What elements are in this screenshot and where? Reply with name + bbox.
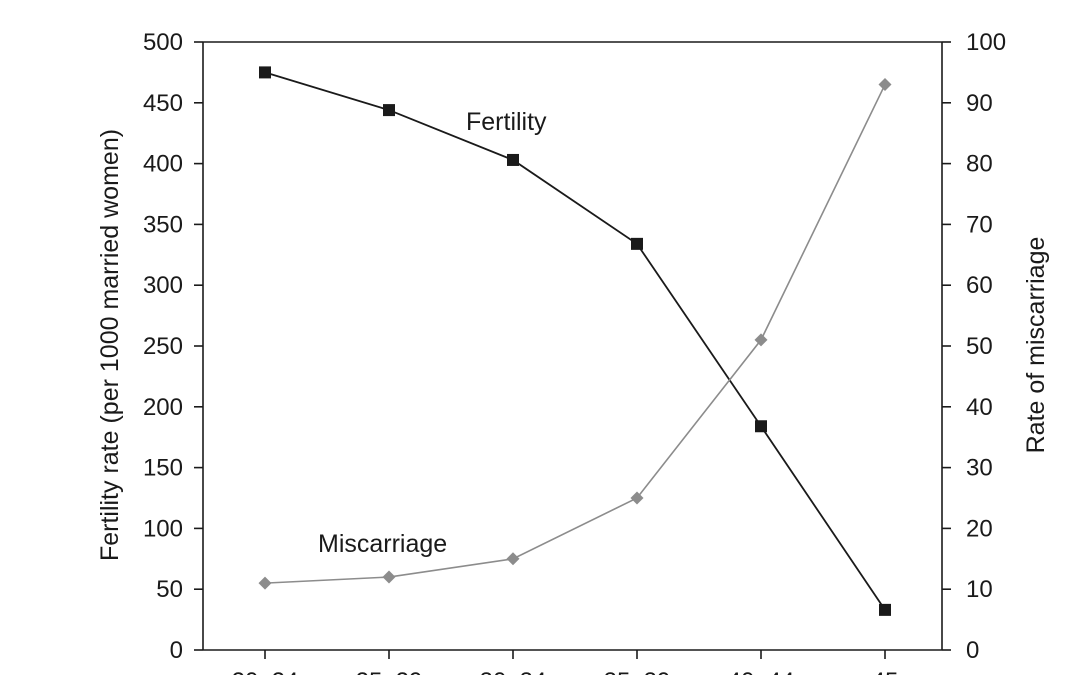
fertility-series xyxy=(259,66,891,616)
left-tick-label: 0 xyxy=(170,637,183,664)
series-layer xyxy=(258,66,892,616)
fertility-point xyxy=(755,420,767,433)
miscarriage-line xyxy=(264,84,886,584)
miscarriage-point xyxy=(506,552,520,566)
left-tick-label: 250 xyxy=(143,333,183,360)
x-tick-label: 30–34 xyxy=(480,668,547,675)
fertility-point xyxy=(383,104,395,117)
left-tick-label: 400 xyxy=(143,151,183,178)
left-tick-label: 50 xyxy=(156,576,183,603)
right-tick-label: 80 xyxy=(966,151,993,178)
x-tick-label: 40–44 xyxy=(728,668,795,675)
right-tick-label: 60 xyxy=(966,272,993,299)
plot-frame xyxy=(202,41,943,651)
miscarriage-point xyxy=(754,333,768,347)
right-tick-label: 70 xyxy=(966,211,993,238)
right-tick-label: 20 xyxy=(966,515,993,542)
left-tick-label: 450 xyxy=(143,90,183,117)
miscarriage-series-label: Miscarriage xyxy=(318,530,447,558)
x-tick-label: 35–39 xyxy=(604,668,671,675)
left-tick-label: 300 xyxy=(143,272,183,299)
left-axis-title: Fertility rate (per 1000 married women) xyxy=(96,129,124,561)
miscarriage-point xyxy=(382,570,396,584)
fertility-line xyxy=(264,71,886,611)
left-tick-label: 100 xyxy=(143,515,183,542)
left-tick-label: 150 xyxy=(143,455,183,482)
miscarriage-point xyxy=(258,576,272,590)
fertility-point xyxy=(507,153,519,166)
miscarriage-point xyxy=(878,78,892,92)
left-tick-label: 350 xyxy=(143,211,183,238)
miscarriage-series xyxy=(258,78,892,590)
right-axis-title: Rate of miscarriage xyxy=(1022,237,1050,454)
left-tick-label: 500 xyxy=(143,29,183,56)
x-axis: 20–24 25–29 30–34 35–39 40–44 45 xyxy=(232,650,899,675)
fertility-point xyxy=(631,237,643,250)
x-tick-label: 25–29 xyxy=(356,668,423,675)
right-tick-label: 30 xyxy=(966,455,993,482)
left-y-axis: 0 50 100 150 200 250 300 350 400 450 500 xyxy=(143,29,203,664)
fertility-series-label: Fertility xyxy=(466,108,547,136)
fertility-point xyxy=(259,66,271,79)
right-tick-label: 10 xyxy=(966,576,993,603)
x-tick-label: 45 xyxy=(872,668,899,675)
right-tick-label: 90 xyxy=(966,90,993,117)
right-tick-label: 50 xyxy=(966,333,993,360)
left-tick-label: 200 xyxy=(143,394,183,421)
fertility-point xyxy=(879,603,891,616)
right-tick-label: 0 xyxy=(966,637,979,664)
right-tick-label: 100 xyxy=(966,29,1006,56)
right-y-axis: 0 10 20 30 40 50 60 70 80 90 100 xyxy=(942,29,1006,664)
miscarriage-point xyxy=(630,491,644,505)
x-tick-label: 20–24 xyxy=(232,668,299,675)
right-tick-label: 40 xyxy=(966,394,993,421)
